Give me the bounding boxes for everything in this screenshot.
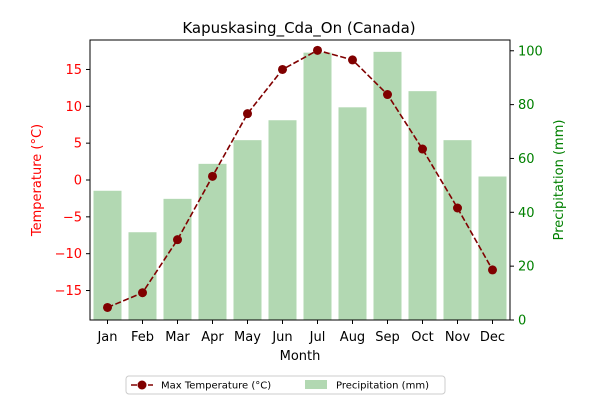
precip-bar-feb <box>128 232 157 320</box>
legend: Max Temperature (°C) Precipitation (mm) <box>125 375 446 395</box>
precip-bar-aug <box>338 107 367 320</box>
y-axis-right: 0 20 40 60 80 100 <box>510 44 543 329</box>
y-axis-right-label: Precipitation (mm) <box>552 120 567 241</box>
temp-point-oct <box>418 144 427 154</box>
x-tick-label: Oct <box>411 330 433 345</box>
y-axis-left-label: Temperature (°C) <box>30 124 45 237</box>
precip-bar-jul <box>303 52 332 321</box>
temp-point-jan <box>103 302 112 312</box>
y-right-tick-label: 0 <box>518 314 526 329</box>
chart-title: Kapuskasing_Cda_On (Canada) <box>182 19 415 38</box>
temp-point-jun <box>278 64 287 74</box>
y-axis-left: −15 −10 −5 0 5 10 15 <box>55 63 90 299</box>
precipitation-bars <box>93 51 507 321</box>
precip-bar-may <box>233 140 262 320</box>
legend-label-temperature: Max Temperature (°C) <box>161 381 271 392</box>
y-left-tick-label: 15 <box>65 63 82 78</box>
y-left-tick-label: −15 <box>55 284 82 299</box>
temperature-series-line <box>107 49 494 309</box>
precip-bar-jan <box>93 190 122 320</box>
y-right-tick-label: 80 <box>518 98 535 113</box>
precip-bar-apr <box>198 163 227 320</box>
temp-point-apr <box>208 171 217 181</box>
y-left-tick-label: 10 <box>65 100 82 115</box>
temp-point-may <box>243 109 252 119</box>
x-tick-label: Dec <box>480 330 505 345</box>
y-left-tick-label: 5 <box>74 137 82 152</box>
temp-point-jul <box>313 45 322 55</box>
temp-point-aug <box>348 55 357 65</box>
temp-point-feb <box>138 288 147 298</box>
x-tick-label: Aug <box>340 330 365 345</box>
x-tick-label: Sep <box>375 330 400 345</box>
temp-point-sep <box>383 90 392 100</box>
y-left-tick-label: 0 <box>74 174 82 189</box>
precip-bar-jun <box>268 120 297 320</box>
y-right-tick-label: 40 <box>518 206 535 221</box>
x-tick-label: Nov <box>445 330 471 345</box>
legend-bar-swatch <box>305 380 327 389</box>
x-tick-label: Jan <box>96 330 117 345</box>
x-tick-label: Jul <box>309 330 326 345</box>
legend-frame <box>125 375 446 395</box>
temperature-line <box>103 45 497 312</box>
x-tick-label: May <box>234 330 261 345</box>
legend-label-precipitation: Precipitation (mm) <box>336 381 429 392</box>
y-right-tick-label: 60 <box>518 152 535 167</box>
precip-bar-nov <box>443 140 472 320</box>
temp-point-dec <box>488 265 497 275</box>
y-left-tick-label: −10 <box>55 247 82 262</box>
precip-bar-dec <box>478 176 507 320</box>
legend-marker-swatch <box>137 380 147 390</box>
precip-bar-mar <box>163 198 192 320</box>
x-tick-label: Feb <box>131 330 154 345</box>
precip-bar-oct <box>408 91 437 321</box>
temp-point-nov <box>453 203 462 213</box>
y-left-tick-label: −5 <box>63 210 82 225</box>
y-right-tick-label: 100 <box>518 44 543 59</box>
x-axis-label: Month <box>280 349 321 364</box>
temp-point-mar <box>173 235 182 245</box>
y-right-tick-label: 20 <box>518 260 535 275</box>
x-tick-label: Jun <box>271 330 292 345</box>
x-tick-label: Apr <box>201 330 224 345</box>
x-axis: Jan Feb Mar Apr May Jun Jul Aug Sep Oct Nov Dec <box>96 320 505 345</box>
x-tick-label: Mar <box>165 330 190 345</box>
